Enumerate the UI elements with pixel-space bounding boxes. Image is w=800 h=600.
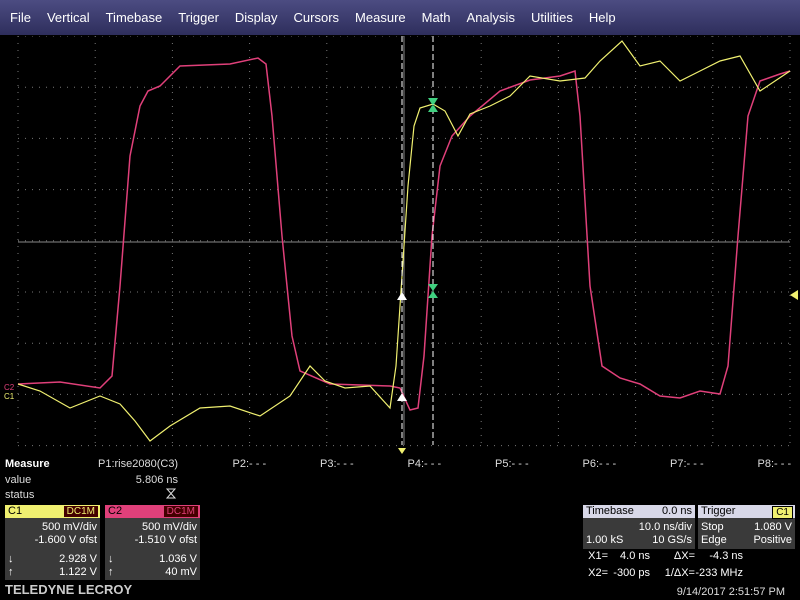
trigger-type: Edge <box>701 534 727 546</box>
measure-title: Measure <box>5 458 50 470</box>
status-icon <box>166 488 176 499</box>
timebase-samples: 1.00 kS <box>586 534 624 546</box>
measure-param[interactable]: P1:rise2080(C3) <box>98 458 179 470</box>
cursor-value: -300 ps <box>613 567 650 579</box>
channel-readout: 1.122 V <box>59 566 97 578</box>
channel-name: C2 <box>108 505 123 517</box>
channel-scale: 500 mV/div <box>41 521 97 533</box>
row-label: value <box>5 474 32 486</box>
trace-c1 <box>17 40 791 442</box>
measure-param[interactable]: P7:- - - <box>670 458 704 470</box>
measure-param[interactable]: P4:- - - <box>407 458 442 470</box>
measure-param[interactable]: P5:- - - <box>495 458 529 470</box>
menu-item[interactable]: Help <box>588 10 616 25</box>
timebase-rate: 10 GS/s <box>652 534 692 546</box>
cursor-value: 4.0 ns <box>620 550 650 562</box>
trigger-level-marker <box>790 290 798 300</box>
timestamp: 9/14/2017 2:51:57 PM <box>676 586 785 598</box>
arrow-icon: ↓ <box>108 553 114 565</box>
channel-scale: 500 mV/div <box>141 521 197 533</box>
measure-value: 5.806 ns <box>135 474 178 486</box>
trigger-source: C1 <box>772 506 793 519</box>
measure-param[interactable]: P8:- - - <box>757 458 792 470</box>
menu-item[interactable]: Math <box>421 10 451 25</box>
cursor-label: X1= <box>588 550 608 562</box>
trigger-box[interactable]: Trigger C1 Stop 1.080 V Edge Positive <box>698 505 795 549</box>
arrow-icon: ↓ <box>8 553 14 565</box>
measure-param[interactable]: P2:- - - <box>232 458 267 470</box>
channel-name: C1 <box>8 505 23 517</box>
trigger-title: Trigger <box>701 505 736 517</box>
trace-label: C2 <box>4 383 15 392</box>
menu-item[interactable]: File <box>10 10 31 25</box>
row-label: status <box>5 489 35 501</box>
trace-label: C1 <box>4 392 15 401</box>
menu-bar: File Vertical Timebase Trigger Display Cursor… <box>0 0 800 35</box>
channel-readout: 40 mV <box>165 566 197 578</box>
trace-c2 <box>17 57 791 411</box>
timebase-title: Timebase <box>586 505 634 517</box>
channel-offset: -1.510 V ofst <box>134 534 197 546</box>
cursor-delta: -233 MHz <box>695 567 743 579</box>
trigger-mode: Stop <box>701 521 724 533</box>
measure-param[interactable]: P3:- - - <box>320 458 354 470</box>
menu-item[interactable]: Measure <box>355 10 406 25</box>
menu-item[interactable]: Display <box>234 10 278 25</box>
channel-box[interactable]: C1 DC1M 500 mV/div -1.600 V ofst ↓ ↑ 2.928 V 1.… <box>5 505 100 580</box>
waveform-display: C2 C1 <box>4 36 798 454</box>
trigger-level: 1.080 V <box>754 521 792 533</box>
menu-item[interactable]: Trigger <box>178 10 219 25</box>
trigger-slope: Positive <box>753 534 792 546</box>
menu-item[interactable]: Utilities <box>530 10 573 25</box>
channel-coupling: DC1M <box>163 506 198 517</box>
cursor-label: X2= <box>588 567 608 579</box>
cursor-delta: -4.3 ns <box>709 550 743 562</box>
timebase-box[interactable]: Timebase 0.0 ns 10.0 ns/div 1.00 kS 10 GS… <box>583 505 695 549</box>
channel-offset: -1.600 V ofst <box>34 534 97 546</box>
arrow-icon: ↑ <box>108 566 114 578</box>
timebase-delay: 0.0 ns <box>662 505 692 517</box>
timebase-scale: 10.0 ns/div <box>638 521 692 533</box>
channel-readout: 2.928 V <box>59 553 97 565</box>
trigger-time-marker <box>398 448 406 454</box>
menu-item[interactable]: Timebase <box>105 10 163 25</box>
measure-param[interactable]: P6:- - - <box>582 458 617 470</box>
cursor-delta-label: 1/ΔX= <box>664 567 695 579</box>
cursor-delta-label: ΔX= <box>673 550 695 562</box>
channel-coupling: DC1M <box>63 506 98 517</box>
arrow-icon: ↑ <box>8 566 14 578</box>
menu-item[interactable]: Vertical <box>46 10 90 25</box>
menu-item[interactable]: Analysis <box>466 10 515 25</box>
menu-item[interactable]: Cursors <box>293 10 340 25</box>
brand: TELEDYNE LECROY <box>5 582 133 597</box>
channel-header: C1 DC1M <box>5 505 100 518</box>
channel-readout: 1.036 V <box>159 553 197 565</box>
channel-header: C2 DC1M <box>105 505 200 518</box>
channel-box[interactable]: C2 DC1M 500 mV/div -1.510 V ofst ↓ ↑ 1.036 V 40… <box>105 505 200 580</box>
